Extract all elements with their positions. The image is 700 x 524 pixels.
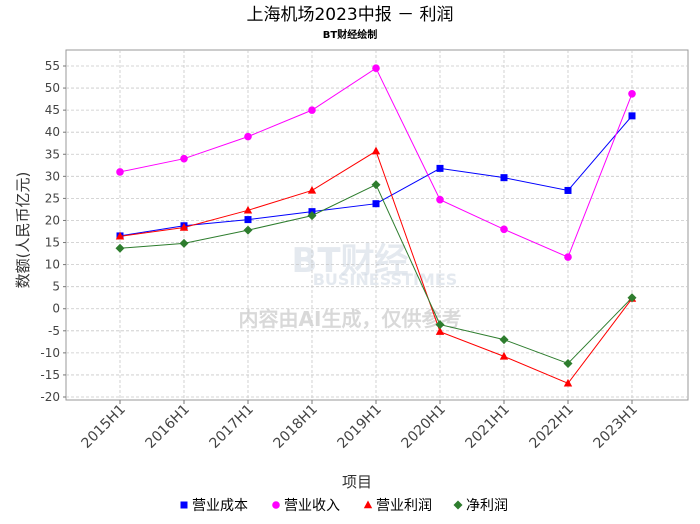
y-tick-label: -10 bbox=[40, 346, 60, 360]
y-tick-label: 0 bbox=[52, 302, 60, 316]
data-point bbox=[564, 253, 572, 261]
data-point bbox=[435, 320, 445, 330]
x-tick-label: 2017H1 bbox=[207, 402, 257, 452]
x-axis-ticks: 2015H1 2016H1 2017H1 2018H1 2019H1 2020H1 2021… bbox=[79, 400, 641, 452]
data-point bbox=[628, 112, 636, 120]
series-2 bbox=[115, 146, 637, 387]
data-point bbox=[115, 243, 125, 253]
legend-marker bbox=[180, 501, 188, 509]
data-point bbox=[563, 358, 573, 368]
legend-marker bbox=[363, 500, 373, 509]
data-point bbox=[435, 327, 445, 335]
y-tick-label: -15 bbox=[40, 368, 60, 382]
y-axis-ticks: -20 -15 -10 -5 0 5 10 15 20 25 30 35 40 45 50 55 bbox=[40, 59, 66, 404]
data-point bbox=[372, 200, 380, 208]
legend-item: 营业成本 bbox=[180, 498, 248, 514]
data-point bbox=[307, 211, 317, 221]
watermark-logo: BT财经 bbox=[291, 241, 408, 281]
series-1 bbox=[116, 64, 636, 261]
data-point bbox=[244, 132, 252, 141]
legend-item: 净利润 bbox=[453, 498, 508, 514]
data-point bbox=[436, 164, 444, 172]
data-point bbox=[244, 216, 252, 224]
data-point bbox=[180, 154, 188, 163]
y-tick-label: 10 bbox=[45, 258, 60, 272]
series-3 bbox=[115, 180, 637, 368]
data-point bbox=[499, 351, 509, 360]
legend-marker bbox=[272, 501, 280, 509]
y-axis-label: 数额(人民币亿元) bbox=[14, 172, 32, 289]
x-tick-label: 2020H1 bbox=[399, 402, 449, 452]
data-point bbox=[372, 64, 380, 73]
data-point bbox=[564, 186, 572, 194]
x-axis-label: 项目 bbox=[342, 473, 372, 491]
legend-marker bbox=[453, 500, 463, 510]
y-tick-label: 15 bbox=[45, 236, 60, 250]
data-point bbox=[500, 174, 508, 182]
legend-label: 营业利润 bbox=[376, 498, 432, 514]
data-point bbox=[436, 195, 444, 204]
data-point bbox=[371, 180, 381, 190]
series-group bbox=[115, 64, 637, 387]
data-point bbox=[563, 378, 573, 387]
y-tick-label: 45 bbox=[45, 103, 60, 117]
data-point bbox=[116, 168, 124, 176]
data-point bbox=[115, 231, 125, 240]
legend-item: 营业收入 bbox=[272, 498, 340, 514]
data-point bbox=[243, 205, 253, 214]
chart-title: 上海机场2023中报 － 利润 bbox=[246, 5, 453, 25]
x-tick-label: 2023H1 bbox=[591, 402, 641, 452]
watermark-notice: 内容由AI生成，仅供参考 bbox=[239, 307, 462, 331]
y-tick-label: 30 bbox=[45, 169, 60, 183]
data-point bbox=[179, 238, 189, 248]
y-tick-label: 40 bbox=[45, 125, 60, 139]
legend: 营业成本 营业收入 营业利润 净利润 bbox=[180, 498, 508, 514]
x-tick-label: 2016H1 bbox=[143, 402, 193, 452]
data-point bbox=[243, 225, 253, 235]
y-tick-label: 55 bbox=[45, 59, 60, 73]
data-point bbox=[371, 146, 381, 155]
legend-label: 净利润 bbox=[466, 498, 508, 514]
x-tick-label: 2022H1 bbox=[527, 402, 577, 452]
y-tick-label: 20 bbox=[45, 213, 60, 227]
data-point bbox=[179, 223, 189, 231]
legend-item: 营业利润 bbox=[363, 498, 432, 514]
x-tick-label: 2021H1 bbox=[463, 402, 513, 452]
data-point bbox=[627, 293, 637, 303]
y-tick-label: -5 bbox=[48, 324, 60, 338]
y-tick-label: 25 bbox=[45, 191, 60, 205]
data-point bbox=[499, 335, 509, 345]
plot-area bbox=[65, 49, 689, 401]
data-point bbox=[307, 185, 317, 194]
data-point bbox=[308, 106, 316, 114]
y-tick-label: 5 bbox=[52, 280, 60, 294]
watermark-logo-sub: BUSINESSTIMES bbox=[313, 270, 458, 289]
data-point bbox=[628, 90, 636, 98]
x-tick-label: 2015H1 bbox=[79, 402, 129, 452]
x-tick-label: 2019H1 bbox=[335, 402, 385, 452]
legend-label: 营业成本 bbox=[192, 498, 248, 514]
x-tick-label: 2018H1 bbox=[271, 402, 321, 452]
legend-label: 营业收入 bbox=[284, 498, 340, 514]
chart-subtitle: BT财经绘制 bbox=[323, 28, 377, 41]
y-tick-label: 35 bbox=[45, 147, 60, 161]
y-tick-label: 50 bbox=[45, 81, 60, 95]
y-tick-label: -20 bbox=[40, 390, 60, 404]
data-point bbox=[500, 225, 508, 234]
plot-frame bbox=[65, 49, 689, 401]
